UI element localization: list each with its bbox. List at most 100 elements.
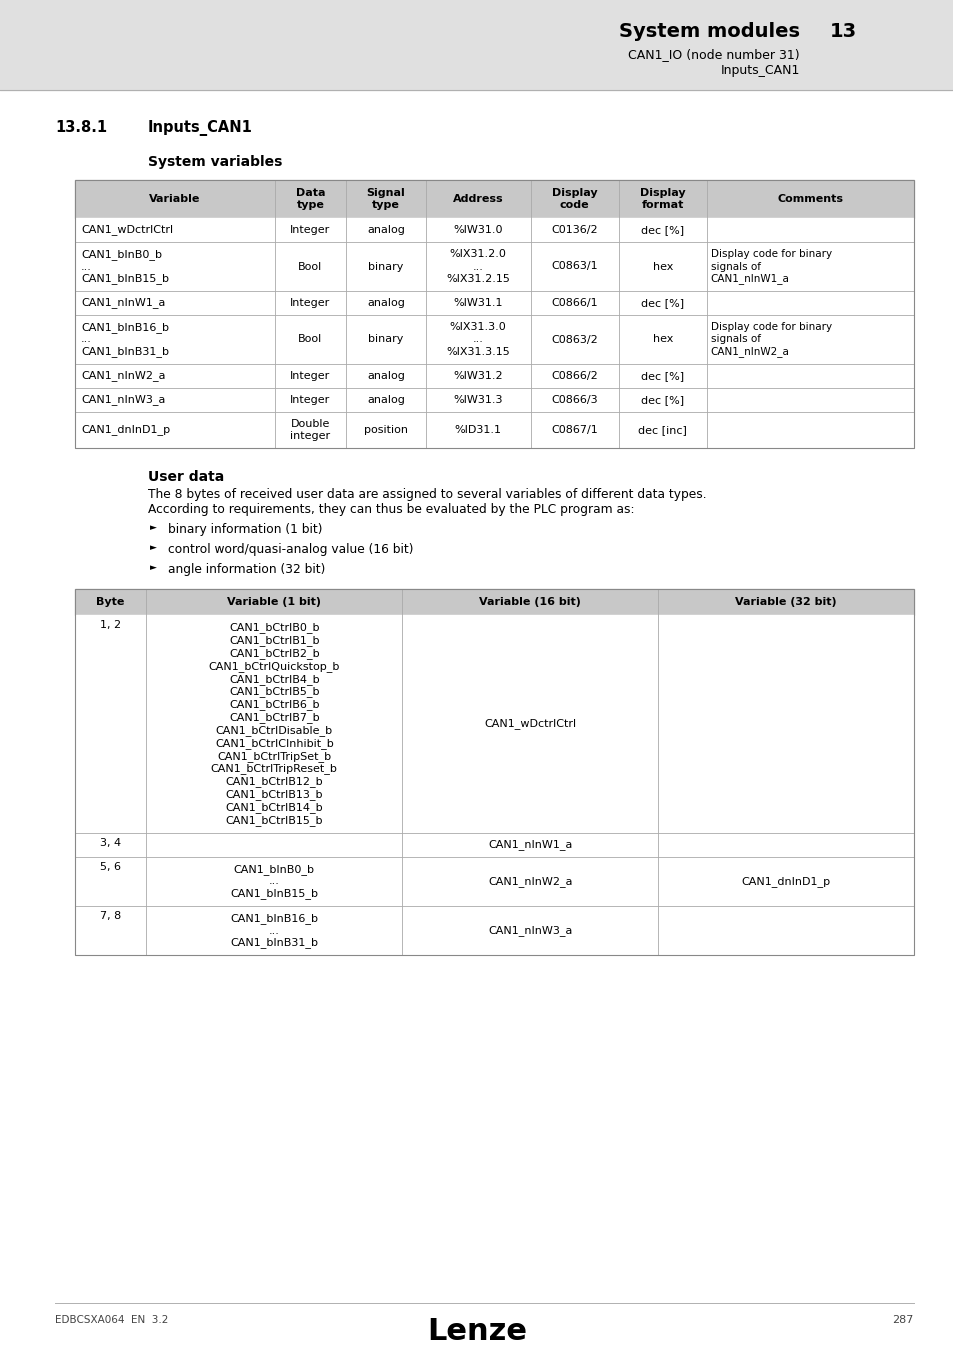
Text: CAN1_nInW2_a: CAN1_nInW2_a: [81, 370, 165, 382]
Bar: [75, 589, 913, 954]
Text: CAN1_nInW1_a: CAN1_nInW1_a: [710, 273, 789, 285]
Text: The 8 bytes of received user data are assigned to several variables of different: The 8 bytes of received user data are as…: [148, 487, 706, 501]
Bar: [75, 906, 913, 954]
Text: %ID31.1: %ID31.1: [455, 425, 501, 435]
Text: Display code for binary: Display code for binary: [710, 250, 831, 259]
Text: CAN1_nInW2_a: CAN1_nInW2_a: [487, 876, 572, 887]
Text: CAN1_bInB15_b: CAN1_bInB15_b: [81, 273, 169, 285]
Text: System variables: System variables: [148, 155, 282, 169]
Text: CAN1_nInW3_a: CAN1_nInW3_a: [81, 394, 165, 405]
Text: %IW31.1: %IW31.1: [453, 298, 502, 308]
Text: dec [%]: dec [%]: [640, 371, 683, 381]
Text: %IX31.3.0: %IX31.3.0: [449, 323, 506, 332]
Text: binary information (1 bit): binary information (1 bit): [168, 522, 322, 536]
Text: C0866/1: C0866/1: [551, 298, 598, 308]
Text: analog: analog: [367, 396, 404, 405]
Bar: [75, 833, 913, 857]
Text: 7, 8: 7, 8: [100, 911, 121, 921]
Text: Display code for binary: Display code for binary: [710, 323, 831, 332]
Text: User data: User data: [148, 470, 224, 485]
Text: 1, 2: 1, 2: [100, 620, 121, 630]
Text: CAN1_wDctrlCtrl: CAN1_wDctrlCtrl: [483, 718, 576, 729]
Text: dec [%]: dec [%]: [640, 298, 683, 308]
Text: dec [inc]: dec [inc]: [638, 425, 686, 435]
Text: Bool: Bool: [298, 335, 322, 344]
Text: Double: Double: [291, 418, 330, 429]
Text: CAN1_bCtrlB6_b: CAN1_bCtrlB6_b: [229, 699, 319, 710]
Text: analog: analog: [367, 225, 404, 235]
Text: CAN1_bCtrlB0_b: CAN1_bCtrlB0_b: [229, 622, 319, 633]
Text: CAN1_bInB31_b: CAN1_bInB31_b: [230, 937, 318, 948]
Text: dec [%]: dec [%]: [640, 396, 683, 405]
Bar: [75, 242, 913, 292]
Text: %IW31.3: %IW31.3: [453, 396, 502, 405]
Text: dec [%]: dec [%]: [640, 225, 683, 235]
Text: analog: analog: [367, 371, 404, 381]
Text: 13: 13: [829, 22, 856, 40]
Text: 5, 6: 5, 6: [100, 863, 121, 872]
Text: CAN1_bInB15_b: CAN1_bInB15_b: [230, 888, 318, 899]
Text: %IW31.2: %IW31.2: [453, 371, 502, 381]
Text: C0863/2: C0863/2: [551, 335, 598, 344]
Text: CAN1_bCtrlB15_b: CAN1_bCtrlB15_b: [225, 814, 323, 826]
Bar: [75, 217, 913, 242]
Text: ...: ...: [472, 262, 483, 271]
Text: Address: Address: [453, 194, 503, 204]
Text: Integer: Integer: [290, 225, 330, 235]
Text: Lenze: Lenze: [427, 1318, 526, 1346]
Text: %IW31.0: %IW31.0: [453, 225, 502, 235]
Text: angle information (32 bit): angle information (32 bit): [168, 563, 325, 576]
Text: %IX31.2.0: %IX31.2.0: [449, 250, 506, 259]
Text: CAN1_bCtrlCInhibit_b: CAN1_bCtrlCInhibit_b: [214, 738, 334, 749]
Text: CAN1_bCtrlB5_b: CAN1_bCtrlB5_b: [229, 687, 319, 698]
Text: Integer: Integer: [290, 298, 330, 308]
Text: CAN1_bInB31_b: CAN1_bInB31_b: [81, 347, 169, 358]
Text: 287: 287: [892, 1315, 913, 1324]
Text: Variable (32 bit): Variable (32 bit): [735, 597, 836, 608]
Text: integer: integer: [290, 431, 330, 441]
Text: Inputs_CAN1: Inputs_CAN1: [148, 120, 253, 136]
Text: Variable (16 bit): Variable (16 bit): [478, 597, 580, 608]
Bar: [75, 180, 913, 217]
Text: C0863/1: C0863/1: [551, 262, 598, 271]
Text: C0867/1: C0867/1: [551, 425, 598, 435]
Text: hex: hex: [652, 262, 672, 271]
Text: Variable: Variable: [149, 194, 200, 204]
Text: CAN1_bInB16_b: CAN1_bInB16_b: [230, 913, 318, 923]
Text: CAN1_bCtrlB14_b: CAN1_bCtrlB14_b: [225, 802, 323, 813]
Text: Byte: Byte: [96, 597, 125, 608]
Text: Variable (1 bit): Variable (1 bit): [227, 597, 321, 608]
Text: CAN1_bCtrlB7_b: CAN1_bCtrlB7_b: [229, 713, 319, 724]
Text: Inputs_CAN1: Inputs_CAN1: [720, 63, 800, 77]
Text: 3, 4: 3, 4: [100, 838, 121, 848]
Text: Signal
type: Signal type: [366, 188, 405, 211]
Text: CAN1_bCtrlB12_b: CAN1_bCtrlB12_b: [225, 776, 323, 787]
Text: Comments: Comments: [777, 194, 842, 204]
Text: binary: binary: [368, 335, 403, 344]
Text: CAN1_dnInD1_p: CAN1_dnInD1_p: [740, 876, 830, 887]
Text: CAN1_dnInD1_p: CAN1_dnInD1_p: [81, 424, 170, 436]
Bar: [75, 589, 913, 616]
Bar: [75, 857, 913, 906]
Text: Data
type: Data type: [295, 188, 325, 211]
Text: ►: ►: [150, 563, 156, 572]
Text: CAN1_nInW2_a: CAN1_nInW2_a: [710, 347, 789, 358]
Text: CAN1_bCtrlTripSet_b: CAN1_bCtrlTripSet_b: [217, 751, 331, 761]
Text: CAN1_bCtrlB1_b: CAN1_bCtrlB1_b: [229, 636, 319, 647]
Text: %IX31.3.15: %IX31.3.15: [446, 347, 510, 356]
Text: ►: ►: [150, 522, 156, 532]
Text: analog: analog: [367, 298, 404, 308]
Text: ...: ...: [81, 262, 91, 271]
Text: CAN1_bInB0_b: CAN1_bInB0_b: [81, 248, 162, 259]
Text: According to requirements, they can thus be evaluated by the PLC program as:: According to requirements, they can thus…: [148, 504, 634, 516]
Text: hex: hex: [652, 335, 672, 344]
Text: Integer: Integer: [290, 396, 330, 405]
Text: %IX31.2.15: %IX31.2.15: [446, 274, 510, 284]
Text: CAN1_bCtrlB2_b: CAN1_bCtrlB2_b: [229, 648, 319, 659]
Text: CAN1_bCtrlDisable_b: CAN1_bCtrlDisable_b: [215, 725, 333, 736]
Bar: [75, 364, 913, 387]
Text: binary: binary: [368, 262, 403, 271]
Text: ...: ...: [472, 335, 483, 344]
Text: ...: ...: [81, 335, 91, 344]
Text: CAN1_IO (node number 31): CAN1_IO (node number 31): [628, 49, 800, 61]
